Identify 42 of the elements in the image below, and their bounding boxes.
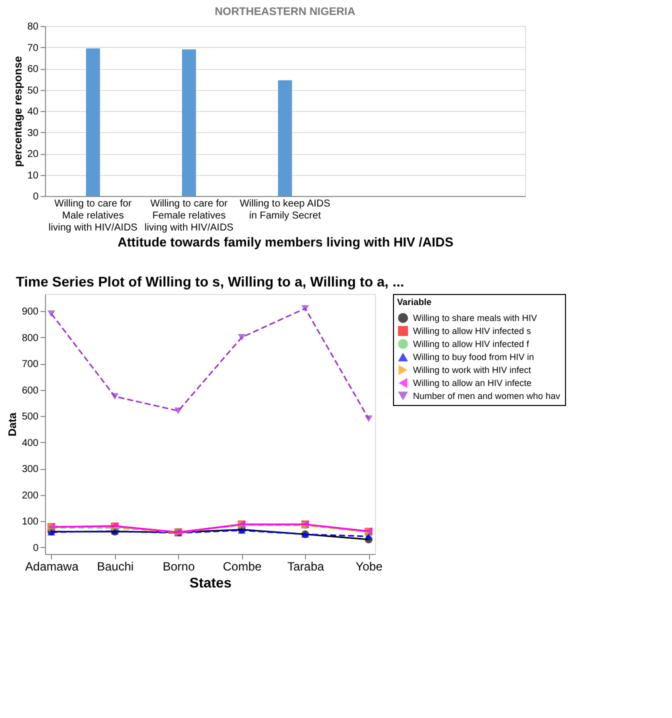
y-tick-label: 200 (22, 490, 39, 502)
y-tick-label: 900 (22, 306, 39, 318)
legend-title: Variable (397, 297, 432, 307)
y-tick-label: 50 (27, 85, 39, 96)
y-tick-label: 400 (22, 438, 39, 449)
x-tick-label: Willing to keep AIDS in Family Secret (240, 198, 331, 222)
y-tick-label: 600 (22, 385, 39, 396)
y-tick-label: 40 (27, 106, 39, 118)
y-tick-label: 30 (27, 128, 39, 139)
y-axis-title: Data (6, 412, 19, 436)
x-tick-label: Combe (222, 560, 262, 574)
chart-title: Time Series Plot of Willing to s, Willing to a, Willing to a, ... (16, 274, 404, 290)
y-tick-label: 700 (22, 359, 39, 370)
legend-label: Willing to allow HIV infected s (413, 326, 532, 336)
legend-label: Willing to buy food from HIV in (413, 352, 534, 362)
y-tick-label: 20 (27, 149, 39, 160)
chart-title: NORTHEASTERN NIGERIA (214, 6, 356, 18)
legend-label: Willing to work with HIV infect (413, 365, 532, 375)
y-tick-label: 80 (27, 22, 39, 32)
x-tick-label: Taraba (287, 560, 324, 574)
x-tick-label: Adamawa (25, 560, 79, 574)
legend-label: Willing to allow HIV infected f (413, 339, 530, 349)
legend-label: Willing to share meals with HIV (413, 313, 538, 323)
legend-label: Number of men and women who hav (413, 391, 561, 401)
x-tick-label: Yobe (356, 560, 383, 574)
y-axis-title: percentage response (12, 56, 24, 167)
x-tick-label: Willing to care for Female relatives living with HIV/AIDS (144, 198, 234, 234)
x-axis-title: Attitude towards family members living with HIV /AIDS (118, 234, 454, 250)
y-tick-label: 0 (32, 542, 39, 554)
x-tick-label: Bauchi (96, 560, 134, 574)
x-tick-label: Borno (162, 560, 196, 574)
y-tick-label: 0 (32, 192, 39, 202)
y-tick-label: 60 (27, 64, 39, 75)
y-tick-label: 800 (22, 332, 39, 344)
y-tick-label: 70 (27, 42, 39, 54)
y-tick-label: 300 (22, 464, 39, 476)
x-tick-label: Willing to care for Male relatives living with HIV/AIDS (48, 198, 138, 234)
x-axis-title: States (189, 574, 232, 590)
y-tick-label: 100 (22, 516, 39, 528)
y-tick-label: 500 (22, 412, 39, 423)
y-tick-label: 10 (27, 170, 39, 182)
legend-label: Willing to allow an HIV infecte (413, 378, 532, 388)
